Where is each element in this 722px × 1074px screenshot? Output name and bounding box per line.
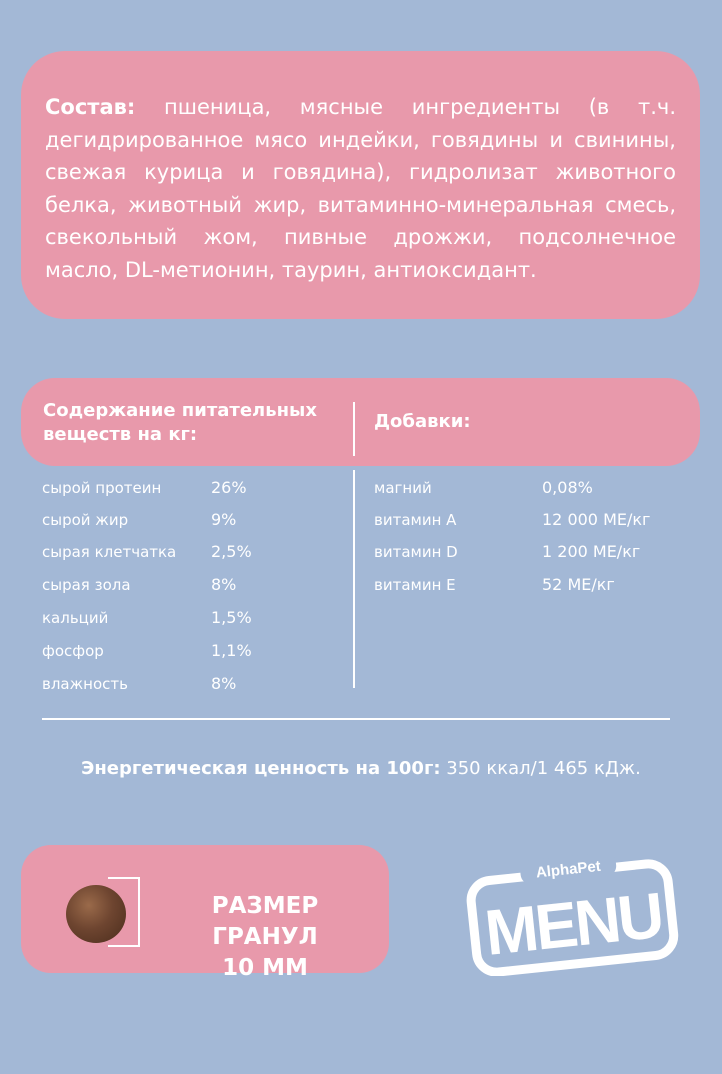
nutrients-header-panel: Содержание питательных веществ на кг: До… bbox=[21, 378, 700, 466]
granule-size-label: РАЗМЕР ГРАНУЛ bbox=[211, 893, 319, 950]
additive-value: 0,08% bbox=[542, 478, 593, 497]
nutrient-value: 8% bbox=[211, 575, 237, 594]
energy-value: 350 ккал/1 465 кДж. bbox=[440, 758, 641, 779]
granule-size-panel: РАЗМЕР ГРАНУЛ 10 ММ bbox=[21, 845, 389, 981]
column-divider bbox=[353, 470, 355, 688]
granule-size-value: 10 ММ bbox=[222, 955, 308, 981]
alphapet-menu-logo: AlphaPet MENU bbox=[459, 852, 685, 977]
nutrient-name: сырой протеин bbox=[42, 479, 162, 497]
header-divider bbox=[353, 402, 355, 456]
logo-brand-text: AlphaPet bbox=[535, 858, 601, 882]
energy-value-line: Энергетическая ценность на 100г: 350 кка… bbox=[0, 758, 722, 779]
section-separator bbox=[42, 718, 670, 720]
additive-name: витамин Е bbox=[374, 576, 456, 594]
nutrient-value: 1,5% bbox=[211, 608, 252, 627]
additive-name: витамин А bbox=[374, 511, 457, 529]
nutrient-name: фосфор bbox=[42, 642, 104, 660]
composition-label: Состав: bbox=[45, 95, 136, 119]
additive-value: 12 000 МЕ/кг bbox=[542, 510, 651, 529]
nutrient-name: сырая зола bbox=[42, 576, 131, 594]
logo-icon: AlphaPet MENU bbox=[466, 852, 679, 977]
nutrient-name: кальций bbox=[42, 609, 109, 627]
energy-label: Энергетическая ценность на 100г: bbox=[81, 758, 441, 779]
nutrients-header: Содержание питательных веществ на кг: bbox=[43, 400, 317, 445]
additives-header: Добавки: bbox=[374, 411, 471, 432]
additive-value: 1 200 МЕ/кг bbox=[542, 542, 641, 561]
nutrient-value: 8% bbox=[211, 674, 237, 693]
nutrient-value: 26% bbox=[211, 478, 247, 497]
nutrient-name: сырой жир bbox=[42, 511, 129, 529]
composition-text: Состав: пшеница, мясные ингредиенты (в т… bbox=[45, 91, 676, 286]
nutrient-value: 9% bbox=[211, 510, 237, 529]
nutrient-name: сырая клетчатка bbox=[42, 543, 177, 561]
additive-name: витамин D bbox=[374, 543, 458, 561]
composition-body: пшеница, мясные ингредиенты (в т.ч. деги… bbox=[45, 95, 676, 282]
size-bracket bbox=[108, 877, 140, 947]
nutrient-value: 2,5% bbox=[211, 542, 252, 561]
composition-panel: Состав: пшеница, мясные ингредиенты (в т… bbox=[21, 51, 700, 319]
nutrient-name: влажность bbox=[42, 675, 128, 693]
additive-name: магний bbox=[374, 479, 432, 497]
additive-value: 52 МЕ/кг bbox=[542, 575, 615, 594]
granule-size-text: РАЗМЕР ГРАНУЛ 10 ММ bbox=[159, 891, 371, 984]
kibble-icon bbox=[66, 885, 126, 943]
nutrient-value: 1,1% bbox=[211, 641, 252, 660]
